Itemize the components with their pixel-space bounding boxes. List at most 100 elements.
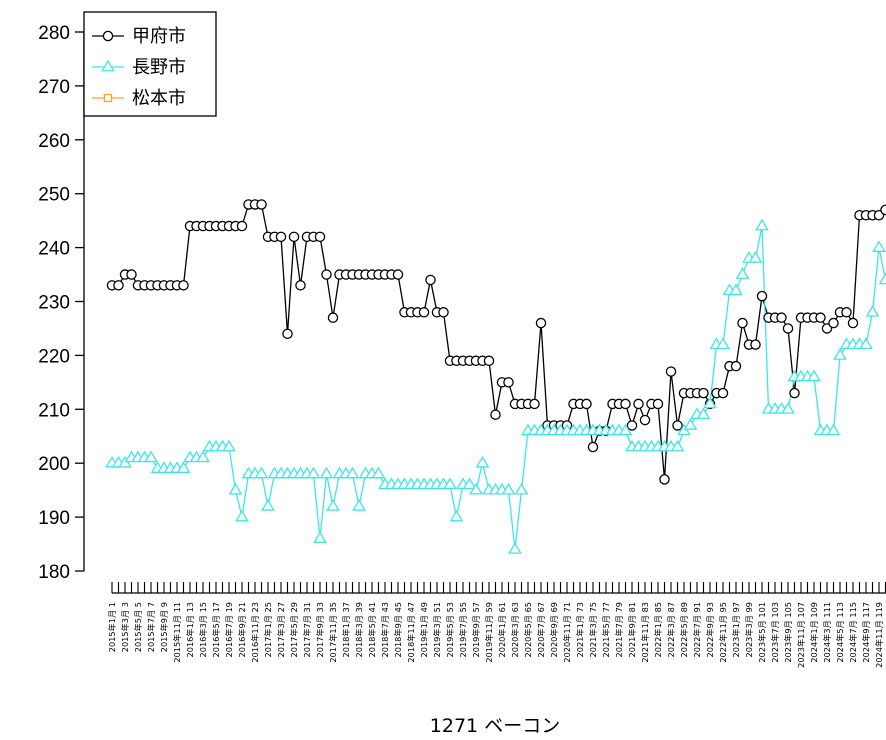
y-tick-label: 260 bbox=[38, 131, 70, 152]
series-2-point bbox=[807, 369, 821, 382]
x-tick-label: 2021年7月 79 bbox=[614, 602, 624, 657]
x-tick-label: 2020年11月 71 bbox=[562, 602, 572, 663]
x-tick-label: 2019年1月 49 bbox=[419, 602, 429, 657]
series-2-point bbox=[878, 272, 886, 285]
x-tick-label: 2018年9月 45 bbox=[393, 602, 403, 657]
series-2-point bbox=[696, 407, 711, 420]
series-1-point bbox=[529, 398, 540, 410]
x-tick-label: 2021年1月 73 bbox=[575, 602, 585, 657]
series-1-point bbox=[425, 274, 436, 286]
x-tick-label: 2024年1月 109 bbox=[809, 602, 819, 663]
series-1-point bbox=[633, 398, 644, 410]
x-tick-label: 2015年11月 11 bbox=[172, 602, 182, 663]
x-tick-label: 2020年9月 69 bbox=[549, 602, 559, 657]
x-tick-label: 2020年7月 67 bbox=[536, 602, 546, 657]
legend-marker bbox=[102, 30, 114, 42]
series-1-point bbox=[314, 231, 326, 243]
x-tick-label: 2020年1月 61 bbox=[497, 602, 507, 657]
series-1-point bbox=[113, 280, 124, 291]
x-tick-label: 2016年7月 19 bbox=[224, 602, 234, 657]
x-tick-label: 2023年11月 107 bbox=[796, 602, 806, 668]
series-1-point bbox=[503, 377, 514, 388]
x-tick-label: 2023年7月 103 bbox=[770, 602, 780, 663]
series-1-point bbox=[639, 414, 651, 426]
x-tick-label: 2022年9月 93 bbox=[705, 602, 715, 657]
y-tick-label: 200 bbox=[38, 454, 70, 475]
x-tick-label: 2024年7月 115 bbox=[848, 602, 858, 663]
series-1-point bbox=[730, 360, 742, 372]
series-2-point bbox=[313, 531, 327, 544]
y-tick-label: 250 bbox=[38, 185, 70, 206]
x-tick-label: 2017年9月 33 bbox=[315, 602, 325, 657]
legend-label: 甲府市 bbox=[132, 26, 186, 47]
series-2-point bbox=[755, 218, 769, 231]
series-2-point bbox=[826, 423, 841, 436]
x-tick-label: 2018年3月 39 bbox=[354, 602, 364, 657]
y-tick-label: 240 bbox=[38, 239, 70, 260]
series-2-point bbox=[462, 477, 477, 490]
series-1-point bbox=[626, 420, 638, 431]
series-2-point bbox=[729, 283, 743, 296]
series-2-point bbox=[196, 450, 210, 463]
series-2-point bbox=[475, 455, 490, 468]
x-tick-label: 2018年1月 37 bbox=[341, 602, 351, 657]
x-axis: 2015年1月 1 2015年3月 3 2015年5月 5 2015年7月 7 2015… bbox=[107, 582, 886, 668]
x-tick-label: 2019年11月 59 bbox=[484, 602, 494, 663]
series-2-point bbox=[345, 466, 360, 479]
series-1-point bbox=[828, 317, 839, 329]
series-2-point bbox=[716, 337, 730, 349]
series-2-point bbox=[228, 482, 243, 495]
series-1-point bbox=[275, 231, 287, 243]
series-1-point bbox=[490, 409, 501, 420]
x-tick-label: 2017年5月 29 bbox=[289, 602, 299, 657]
series-1-point bbox=[756, 290, 768, 302]
x-tick-label: 2021年11月 83 bbox=[640, 602, 650, 663]
series-2-point bbox=[833, 348, 847, 360]
x-tick-label: 2023年9月 105 bbox=[783, 602, 793, 663]
x-tick-label: 2022年3月 87 bbox=[666, 602, 676, 657]
x-tick-label: 2016年9月 21 bbox=[237, 602, 247, 657]
y-tick-label: 180 bbox=[38, 562, 70, 583]
series-1-point bbox=[418, 307, 430, 318]
legend-label: 長野市 bbox=[132, 57, 186, 78]
x-tick-label: 2021年5月 77 bbox=[601, 602, 611, 657]
x-tick-label: 2017年3月 27 bbox=[276, 602, 286, 657]
series-1-point bbox=[282, 328, 293, 340]
x-tick-label: 2018年5月 41 bbox=[367, 602, 377, 657]
x-tick-label: 2015年1月 1 bbox=[107, 602, 117, 652]
series-2-point bbox=[261, 499, 275, 511]
series-2-point bbox=[306, 466, 321, 479]
y-tick-label: 220 bbox=[38, 346, 70, 367]
series-2-point bbox=[176, 461, 191, 473]
y-axis: 180 190 200 210 220 230 240 250 260 270 280 bbox=[38, 23, 85, 583]
x-tick-label: 2024年11月 119 bbox=[874, 602, 884, 668]
series-2-point bbox=[670, 439, 685, 452]
y-tick-label: 230 bbox=[38, 293, 70, 314]
series-1-point bbox=[288, 231, 300, 243]
series-2-point bbox=[449, 509, 464, 522]
series-2-point bbox=[618, 423, 633, 436]
series-2-point bbox=[469, 482, 483, 495]
series-2-point bbox=[352, 499, 366, 511]
series-2-point bbox=[508, 542, 522, 554]
x-tick-label: 2021年3月 75 bbox=[588, 602, 598, 657]
series-2-point bbox=[748, 251, 763, 263]
x-tick-label: 2024年3月 111 bbox=[822, 602, 832, 663]
series-1-point bbox=[737, 317, 748, 329]
x-tick-label: 2023年3月 99 bbox=[744, 602, 754, 657]
series-2-point bbox=[501, 482, 516, 495]
series-1-point bbox=[672, 420, 683, 431]
series-1-point bbox=[659, 474, 670, 485]
series-2-point bbox=[781, 402, 795, 414]
series-2-point bbox=[514, 482, 529, 495]
series-1-point bbox=[236, 220, 248, 232]
y-tick-label: 280 bbox=[38, 23, 70, 44]
series-1-point bbox=[847, 317, 859, 329]
series-2-point bbox=[222, 439, 236, 452]
y-tick-label: 210 bbox=[38, 400, 70, 421]
x-tick-label: 2022年1月 85 bbox=[653, 602, 663, 657]
x-tick-label: 2023年5月 101 bbox=[757, 602, 767, 663]
series-2-point bbox=[859, 337, 873, 349]
